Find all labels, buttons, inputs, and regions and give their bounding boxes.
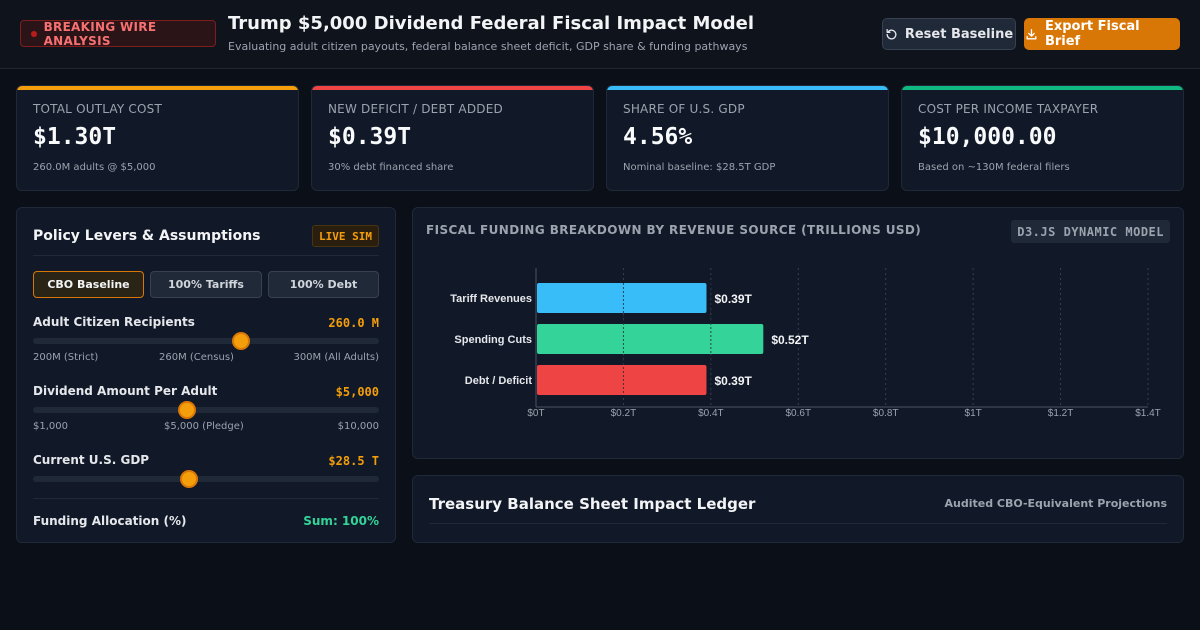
app-header: BREAKING WIRE ANALYSIS Trump $5,000 Divi…	[0, 0, 1200, 69]
slider-tick: 300M (All Adults)	[293, 352, 379, 363]
download-icon	[1026, 28, 1037, 39]
kpi-sub: Based on ~130M federal filers	[918, 162, 1070, 173]
chart-bar	[537, 324, 764, 354]
export-label: Export Fiscal Brief	[1044, 19, 1140, 49]
kpi-sub: 260.0M adults @ $5,000	[33, 162, 156, 173]
recipients-slider[interactable]	[33, 332, 379, 350]
badge-label: BREAKING WIRE ANALYSIS	[43, 19, 157, 48]
d3-model-tag: D3.JS DYNAMIC MODEL	[1011, 220, 1170, 243]
funding-sum: Sum: 100%	[303, 514, 379, 528]
chart-title: FISCAL FUNDING BREAKDOWN BY REVENUE SOUR…	[426, 223, 922, 237]
slider-tick: 200M (Strict)	[33, 352, 99, 363]
levers-title: Policy Levers & Assumptions	[33, 228, 261, 244]
breaking-badge: BREAKING WIRE ANALYSIS	[20, 19, 216, 48]
chart-tick-label: $1.4T	[1135, 408, 1161, 419]
kpi-sub: 30% debt financed share	[328, 162, 454, 173]
chart-tick-label: $0.2T	[611, 408, 637, 419]
kpi-label: TOTAL OUTLAY COST	[33, 102, 162, 116]
kpi-value: $10,000.00	[918, 124, 1057, 150]
preset-cbo-baseline[interactable]: CBO Baseline	[33, 271, 144, 298]
slider-tick: $1,000	[33, 421, 68, 432]
kpi-cost-per-taxpayer: COST PER INCOME TAXPAYER $10,000.00 Base…	[901, 85, 1184, 191]
dividend-slider[interactable]	[33, 401, 379, 419]
divider	[33, 498, 379, 499]
chart-category-label: Tariff Revenues	[450, 293, 532, 305]
chart-tick-label: $0.6T	[785, 408, 811, 419]
page-title: Trump $5,000 Dividend Federal Fiscal Imp…	[228, 13, 755, 34]
kpi-label: SHARE OF U.S. GDP	[623, 102, 745, 116]
chart-tick-label: $1T	[965, 408, 982, 419]
chart-tick-label: $0T	[527, 408, 544, 419]
kpi-accent-bar	[312, 86, 593, 90]
funding-rows-cutoff	[33, 542, 153, 543]
live-sim-tag: LIVE SIM	[312, 225, 379, 247]
slider-label-gdp: Current U.S. GDP	[33, 453, 150, 467]
badge-dot-icon	[31, 30, 37, 37]
slider-tick: $10,000	[337, 421, 379, 432]
kpi-accent-bar	[607, 86, 888, 90]
slider-value-gdp: $28.5 T	[328, 454, 379, 468]
policy-levers-panel: Policy Levers & Assumptions LIVE SIM CBO…	[16, 207, 396, 543]
kpi-value: $0.39T	[328, 124, 412, 150]
gdp-slider[interactable]	[33, 470, 379, 488]
slider-thumb[interactable]	[177, 401, 196, 419]
kpi-sub: Nominal baseline: $28.5T GDP	[623, 162, 776, 173]
chart-tick-label: $0.8T	[873, 408, 899, 419]
ledger-title: Treasury Balance Sheet Impact Ledger	[429, 495, 756, 513]
kpi-accent-bar	[902, 86, 1183, 90]
slider-thumb[interactable]	[231, 332, 250, 350]
reset-baseline-button[interactable]: Reset Baseline	[882, 18, 1016, 50]
ledger-note: Audited CBO-Equivalent Projections	[944, 497, 1167, 510]
slider-label-dividend: Dividend Amount Per Adult	[33, 384, 218, 398]
chart-data-label: $0.52T	[771, 333, 809, 347]
preset-debt[interactable]: 100% Debt	[268, 271, 379, 298]
ledger-panel: Treasury Balance Sheet Impact Ledger Aud…	[412, 475, 1184, 543]
kpi-label: NEW DEFICIT / DEBT ADDED	[328, 102, 503, 116]
slider-label-recipients: Adult Citizen Recipients	[33, 315, 195, 329]
chart-category-label: Debt / Deficit	[465, 375, 533, 387]
kpi-label: COST PER INCOME TAXPAYER	[918, 102, 1099, 116]
reset-label: Reset Baseline	[904, 26, 1014, 42]
chart-data-label: $0.39T	[714, 292, 752, 306]
reset-icon	[886, 28, 897, 39]
preset-tariffs[interactable]: 100% Tariffs	[150, 271, 262, 298]
chart-tick-label: $0.4T	[698, 408, 724, 419]
kpi-total-outlay: TOTAL OUTLAY COST $1.30T 260.0M adults @…	[16, 85, 299, 191]
chart-category-label: Spending Cuts	[454, 334, 532, 346]
chart-bar	[537, 365, 707, 395]
kpi-value: $1.30T	[33, 124, 117, 150]
divider	[429, 523, 1167, 524]
slider-tick: $5,000 (Pledge)	[164, 421, 244, 432]
kpi-accent-bar	[17, 86, 298, 90]
slider-value-recipients: 260.0 M	[328, 316, 379, 330]
slider-tick: 260M (Census)	[159, 352, 234, 363]
funding-allocation-label: Funding Allocation (%)	[33, 514, 187, 528]
chart-data-label: $0.39T	[714, 374, 752, 388]
chart-bar	[537, 283, 707, 313]
funding-chart-panel: Tariff Revenues $0.39T Spending Cuts $0.52T…	[412, 207, 1184, 459]
kpi-value: 4.56%	[623, 124, 693, 150]
chart-tick-label: $1.2T	[1048, 408, 1074, 419]
funding-bar-chart: Tariff Revenues $0.39T Spending Cuts $0.52T…	[450, 268, 1161, 419]
slider-value-dividend: $5,000	[335, 385, 379, 399]
slider-thumb[interactable]	[179, 470, 198, 488]
export-brief-button[interactable]: Export Fiscal Brief	[1024, 18, 1180, 50]
kpi-new-deficit: NEW DEFICIT / DEBT ADDED $0.39T 30% debt…	[311, 85, 594, 191]
kpi-gdp-share: SHARE OF U.S. GDP 4.56% Nominal baseline…	[606, 85, 889, 191]
divider	[33, 255, 379, 256]
page-subtitle: Evaluating adult citizen payouts, federa…	[228, 40, 748, 53]
